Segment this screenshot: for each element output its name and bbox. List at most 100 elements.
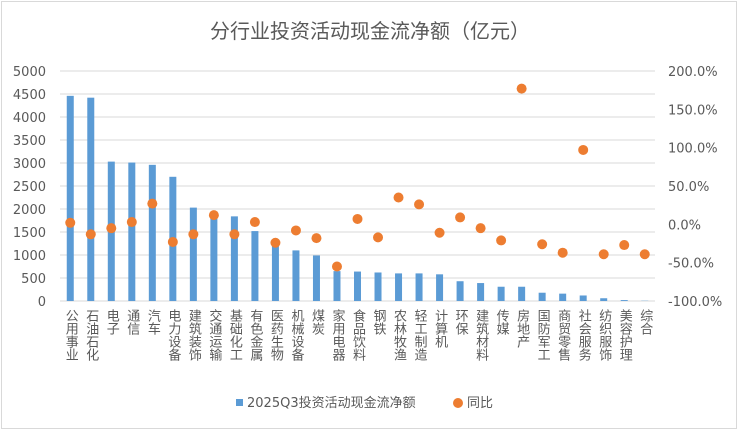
right-axis-tick: 200.0% [668,65,718,80]
bar-计算机 [436,274,444,301]
dot-有色金属 [249,217,260,228]
bar-通信 [128,162,136,301]
bars [66,95,649,302]
category-label: 农林牧渔 [391,309,407,361]
category-label: 交通运输 [206,308,222,361]
bar-环保 [456,281,464,301]
dot-医药生物 [270,237,281,248]
dot-建筑材料 [475,223,486,234]
right-axis-tick: 100.0% [668,142,718,157]
dot-家用电器 [331,261,342,272]
left-axis-tick: 500 [21,272,46,287]
bar-社会服务 [579,295,587,301]
category-label: 机械设备 [288,309,304,362]
left-axis-tick: 2000 [13,203,46,218]
dot-商贸零售 [557,247,568,258]
dot-钢铁 [373,232,384,243]
dot-煤炭 [311,233,322,244]
dot-农林牧渔 [393,192,404,203]
dot-建筑装饰 [188,229,199,240]
category-label: 传媒 [494,309,510,335]
left-axis-tick: 5000 [13,65,46,80]
dot-计算机 [434,227,445,238]
left-axis-tick: 4000 [13,111,46,126]
category-label: 通信 [124,309,140,335]
legend-dot-label: 同比 [467,396,493,411]
bar-交通运输 [210,214,218,301]
right-axis-tick: -100.0% [668,295,722,310]
right-axis-tick: 0.0% [668,218,701,233]
category-label: 房地产 [514,308,530,349]
dot-石油石化 [85,229,96,240]
bar-煤炭 [312,255,320,301]
category-label: 电子 [104,309,120,335]
bar-建筑材料 [477,283,485,301]
bar-食品饮料 [354,271,361,301]
category-label: 环保 [453,309,469,335]
category-label: 美容护理 [617,309,633,361]
right-axis-tick: 150.0% [668,103,718,118]
dots [65,83,650,272]
left-axis-tick: 3500 [13,134,46,149]
dot-房地产 [516,83,527,94]
left-axis-tick: 4500 [13,88,46,103]
category-label: 国防军工 [535,309,551,361]
right-axis-tick: -50.0% [668,257,714,272]
category-label: 食品饮料 [350,308,366,361]
gridlines [60,70,655,302]
dot-基础化工 [229,229,240,240]
bar-基础化工 [230,216,238,301]
category-label: 家用电器 [329,308,345,362]
left-axis-tick: 1500 [13,226,46,241]
right-axis-tick: 50.0% [668,180,709,195]
category-label: 计算机 [432,309,448,349]
category-label: 医药生物 [268,309,284,362]
category-labels: 公用事业 石油石化 电子 通信 汽车 电力设备 建筑装饰 交通运输 基础化工 有色金属 医药生物 机械… [63,308,653,362]
category-label: 建筑装饰 [186,309,202,361]
category-label: 钢铁 [371,309,387,335]
bar-国防军工 [538,292,546,301]
dot-公用事业 [65,217,76,228]
left-axis-tick: 3000 [13,157,46,172]
legend-dot-swatch [453,398,463,408]
bar-钢铁 [374,272,382,301]
category-label: 纺织服饰 [596,309,612,361]
dot-综合 [639,249,650,260]
bar-石油石化 [87,97,95,302]
chart-title: 分行业投资活动现金流净额（亿元） [210,19,530,43]
left-axis-labels: 0 500 1000 1500 2000 2500 3000 3500 4000 4500 5000 [13,65,46,310]
dot-传媒 [496,235,507,246]
category-label: 汽车 [145,309,161,335]
dot-通信 [126,217,137,228]
bar-有色金属 [251,231,259,301]
left-axis-tick: 0 [38,295,46,310]
category-label: 社会服务 [576,308,592,361]
bar-汽车 [148,164,156,301]
bar-农林牧渔 [395,273,403,301]
bar-传媒 [497,286,505,301]
dot-交通运输 [208,210,219,221]
bar-美容护理 [620,300,628,301]
dot-电力设备 [167,236,178,247]
bar-公用事业 [66,95,74,301]
legend-bar-label: 2025Q3投资活动现金流净额 [247,395,416,411]
right-axis-labels: -100.0% -50.0% 0.0% 50.0% 100.0% 150.0% 200.0% [668,65,722,310]
bar-房地产 [518,286,526,301]
dot-机械设备 [290,225,301,236]
dot-食品饮料 [352,213,363,224]
category-label: 公用事业 [63,309,79,361]
dot-社会服务 [578,144,589,155]
bar-商贸零售 [559,293,567,301]
left-axis-tick: 2500 [13,180,46,195]
dot-电子 [106,223,117,234]
category-label: 综合 [637,309,653,335]
category-label: 基础化工 [227,309,243,361]
category-label: 有色金属 [247,309,263,362]
bar-建筑装饰 [189,207,197,301]
dot-环保 [455,212,466,223]
category-label: 石油石化 [83,309,99,362]
category-label: 商贸零售 [555,309,571,361]
legend-bar-swatch [236,399,243,406]
